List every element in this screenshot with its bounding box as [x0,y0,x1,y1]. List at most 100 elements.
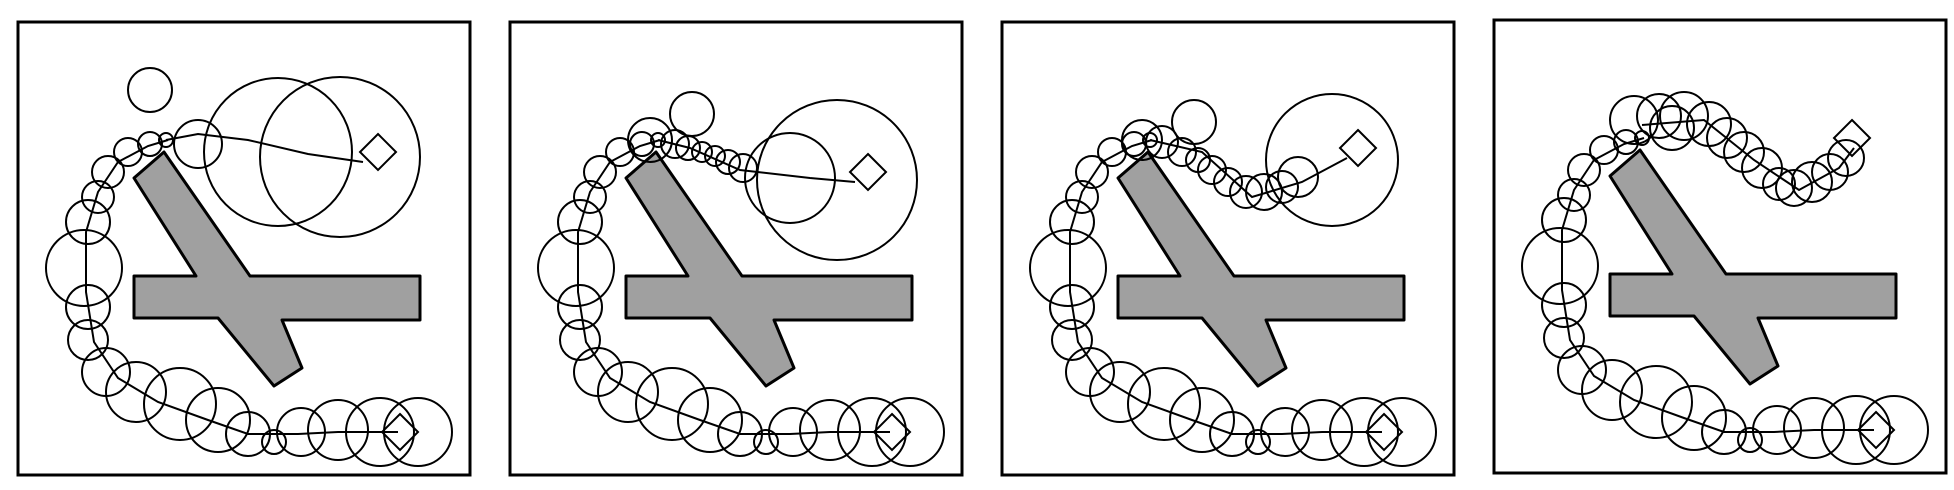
path-circle [1609,95,1659,145]
path-circle [1051,319,1093,361]
path-circle [261,429,287,455]
path-circle [1127,367,1201,441]
goal-diamond [1338,128,1378,168]
panel-2 [508,20,964,477]
path-circle [65,284,111,330]
path-circle [137,131,163,157]
isolated-circle [127,67,173,113]
goal-diamond [380,412,420,452]
obstacle-shape [1116,150,1406,388]
path-circle [1557,178,1591,212]
path-circle [1581,359,1643,421]
path-circle [744,132,836,224]
path-circle [1169,387,1235,453]
path-circle [583,155,617,189]
path-circle [1541,282,1587,328]
path-circle [307,399,369,461]
path-circle [1167,137,1197,167]
path-circle [677,387,743,453]
goal-diamond [872,412,912,452]
path-circle [185,387,251,453]
path-circle [1811,153,1849,191]
path-circle [756,99,918,261]
path-circle [1121,119,1163,161]
panel-frame [1492,18,1948,475]
path-circle [715,149,741,175]
path-line [1641,118,1855,192]
path-circle [1049,284,1095,330]
path-circle [557,284,603,330]
path-line [1069,139,1382,435]
path-circle [557,199,603,245]
path-circle [559,319,601,361]
path-circle [1543,317,1585,359]
obstacle-shape [132,150,422,388]
path-circle [81,180,115,214]
path-circle [1737,427,1763,453]
path-circle [1706,117,1748,159]
path-circle [753,429,779,455]
path-circle [1619,365,1693,439]
obstacle-shape [1608,148,1898,386]
path-circle [1613,129,1639,155]
path-circle [143,367,217,441]
path-circle [1791,161,1833,203]
path-circle [537,229,615,307]
path-line [1149,139,1348,199]
path-circle [158,132,174,148]
path-circle [65,199,111,245]
goal-diamond [848,152,888,192]
path-circle [1541,197,1587,243]
panel-4 [1492,18,1948,475]
path-circle [1065,180,1099,214]
isolated-circle [1649,105,1695,151]
path-circle [1659,91,1709,141]
path-circle [704,145,726,167]
path-circle [1277,156,1319,198]
path-circle [1723,131,1765,173]
path-circle [1567,153,1601,187]
path-circle [1827,139,1865,177]
path-line [657,139,856,183]
path-circle [635,367,709,441]
path-circle [1245,429,1271,455]
path-circle [259,76,421,238]
path-circle [1075,155,1109,189]
path-circle [1197,155,1227,185]
path-circle [1142,132,1158,148]
panel-frame [508,20,964,477]
panel-frame [1000,20,1456,477]
path-circle [675,135,701,161]
path-circle [1762,167,1796,201]
goal-diamond [358,132,398,172]
path-circle [1521,227,1599,305]
path-circle [597,361,659,423]
path-circle [105,361,167,423]
path-circle [1783,397,1845,459]
path-circle [1089,361,1151,423]
path-circle [45,229,123,307]
obstacle-shape [624,150,914,388]
path-line [1561,137,1874,433]
goal-diamond [1364,412,1404,452]
path-circle [1229,175,1263,209]
path-circle [799,399,861,461]
path-line [165,132,364,163]
path-circle [91,155,125,189]
path-line [577,139,890,435]
path-circle [650,132,666,148]
path-circle [629,131,655,157]
path-circle [1291,399,1353,461]
path-circle [1213,167,1243,197]
goal-diamond [1856,410,1896,450]
path-circle [691,141,713,163]
goal-diamond [1832,118,1872,158]
path-circle [1049,199,1095,245]
path-circle [1029,229,1107,307]
path-circle [660,129,690,159]
path-circle [627,117,673,163]
path-circle [1265,93,1399,227]
panel-3 [1000,20,1456,477]
panel-1 [16,20,472,477]
